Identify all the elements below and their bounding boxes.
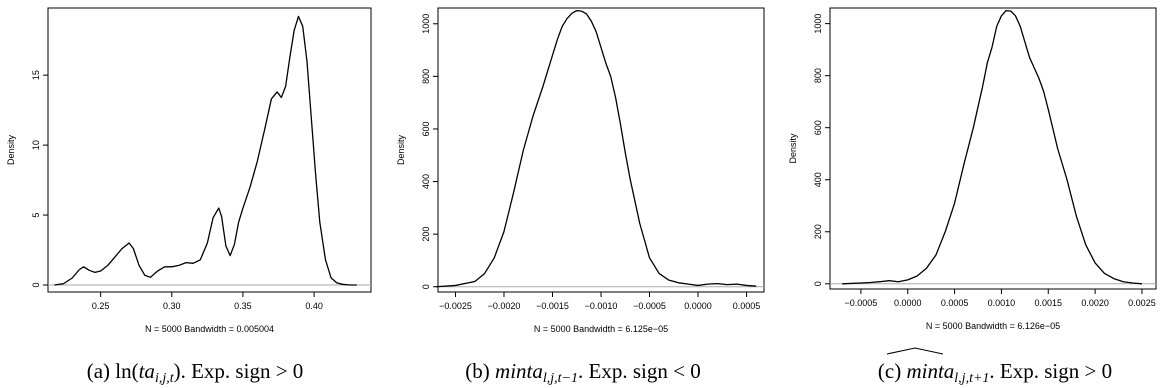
y-tick-label: 400 [421, 174, 431, 189]
x-tick-label: −0.0010 [585, 301, 618, 311]
x-tick-label: 0.0015 [1035, 298, 1063, 308]
caption-subscript: l,j,t+1 [954, 371, 989, 386]
y-axis-label: Density [788, 133, 798, 164]
chart-panel-1: 0.25 0.30 0.35 0.40 0 5 10 15 Density N = 5000 Ba… [6, 7, 372, 386]
panel-caption: (a) ln(tai,j,t). Exp. sign > 0 [87, 359, 304, 386]
x-tick-label: −0.0015 [536, 301, 569, 311]
x-tick-label: 0.0025 [1128, 298, 1156, 308]
y-tick-label: 200 [813, 224, 823, 239]
y-tick-label: 10 [31, 140, 41, 150]
caption-subscript: i,j,t [155, 371, 175, 386]
y-tick-label: 1000 [421, 14, 431, 34]
y-tick-label: 400 [813, 172, 823, 187]
x-tick-label: −0.0005 [633, 301, 666, 311]
x-tick-label: 0.0020 [1081, 298, 1109, 308]
x-tick-label: 0.40 [305, 301, 323, 311]
caption-math: ln( [115, 359, 138, 383]
y-tick-label: 0 [31, 282, 41, 287]
x-tick-label: −0.0025 [439, 301, 472, 311]
chart-panel-3: −0.0005 0.0000 0.0005 0.0010 0.0015 0.0020 0.0… [788, 7, 1157, 386]
x-tick-label: 0.30 [163, 301, 181, 311]
y-tick-label: 0 [813, 281, 823, 286]
plot-frame [437, 7, 765, 293]
y-tick-label: 200 [421, 227, 431, 242]
caption-suffix: . Exp. sign > 0 [181, 359, 304, 383]
x-tick-label: 0.0005 [941, 298, 969, 308]
panel-caption: (b) mintal,j,t−1. Exp. sign < 0 [465, 359, 700, 386]
y-tick-label: 15 [31, 70, 41, 80]
caption-suffix: . Exp. sign > 0 [989, 359, 1112, 383]
density-curve [54, 15, 357, 286]
y-axis-label: Density [396, 134, 406, 165]
x-tick-label: 0.25 [92, 301, 110, 311]
x-axis-label: N = 5000 Bandwidth = 6.125e−05 [534, 324, 668, 334]
y-axis-label: Density [6, 134, 16, 165]
density-curve [436, 9, 757, 288]
caption-math: minta [495, 359, 543, 383]
y-tick-label: 5 [31, 213, 41, 218]
x-tick-label: 0.0005 [733, 301, 761, 311]
x-tick-label: 0.35 [234, 301, 252, 311]
plot-frame [829, 7, 1157, 290]
y-tick-label: 800 [421, 69, 431, 84]
x-tick-label: 0.0000 [684, 301, 712, 311]
y-tick-label: 600 [421, 121, 431, 136]
caption-math: minta [906, 359, 954, 383]
x-tick-label: 0.0000 [894, 298, 922, 308]
x-tick-label: −0.0005 [845, 298, 878, 308]
caption-suffix: . Exp. sign < 0 [578, 359, 701, 383]
caption-prefix: (b) [465, 359, 495, 383]
chart-panel-2: −0.0025 −0.0020 −0.0015 −0.0010 −0.0005 0.000… [396, 7, 765, 386]
caption-subscript: l,j,t−1 [543, 371, 578, 386]
density-curve [842, 9, 1143, 285]
x-tick-label: 0.0010 [988, 298, 1016, 308]
caption-prefix: (a) [87, 359, 116, 383]
panel-caption: (c) mintal,j,t+1. Exp. sign > 0 [878, 359, 1112, 386]
plot-frame [47, 7, 372, 293]
y-tick-label: 1000 [813, 14, 823, 34]
y-tick-label: 800 [813, 68, 823, 83]
y-tick-label: 600 [813, 120, 823, 135]
x-tick-label: −0.0020 [488, 301, 521, 311]
x-axis-label: N = 5000 Bandwidth = 6.126e−05 [926, 321, 1060, 331]
caption-close: ) [174, 359, 181, 383]
x-axis-label: N = 5000 Bandwidth = 0.005004 [145, 324, 274, 334]
caption-hat [886, 347, 944, 355]
caption-prefix: (c) [878, 359, 907, 383]
caption-math-var: ta [139, 359, 155, 383]
y-tick-label: 0 [421, 284, 431, 289]
